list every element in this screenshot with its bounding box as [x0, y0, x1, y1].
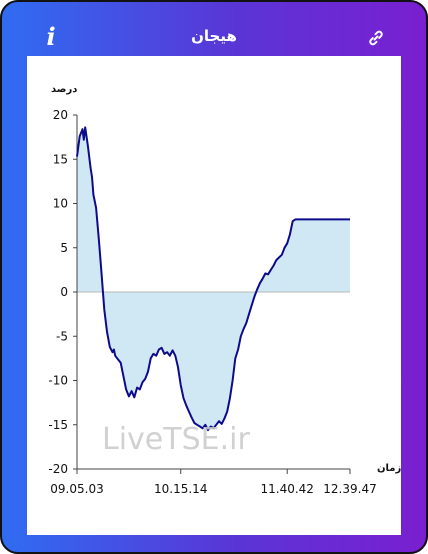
emotion-chart: 20 15 10 5 0 -5 -10 -15 -20 09.05.03 10.15.14 11.40… — [48, 84, 401, 496]
link-button[interactable] — [366, 28, 386, 48]
y-axis-title: درصد — [51, 84, 77, 95]
x-tick-label: 09.05.03 — [50, 482, 103, 496]
x-tick-label: 11.40.42 — [260, 482, 313, 496]
y-tick-label: 15 — [53, 152, 68, 166]
y-tick-label: -10 — [48, 374, 68, 388]
x-axis-title: زمان — [377, 463, 401, 474]
y-tick-label: 20 — [53, 108, 68, 122]
y-tick-label: 5 — [60, 241, 68, 255]
link-icon — [369, 30, 383, 46]
page-title: هیجان — [191, 27, 237, 45]
x-tick-label: 12.39.47 — [323, 482, 376, 496]
y-tick-label: 10 — [53, 197, 68, 211]
header-bar: i هیجان — [0, 0, 428, 56]
y-tick-label: -20 — [48, 462, 68, 476]
series-area-fill — [77, 127, 350, 431]
info-button[interactable]: i — [46, 22, 56, 51]
chart-card: 20 15 10 5 0 -5 -10 -15 -20 09.05.03 10.15.14 11.40… — [27, 56, 401, 535]
y-tick-label: -15 — [48, 418, 68, 432]
watermark: LiveTSE.ir — [102, 422, 250, 457]
series-line — [76, 126, 350, 432]
y-tick-label: 0 — [60, 285, 68, 299]
y-tick-label: -5 — [56, 329, 68, 343]
x-tick-label: 10.15.14 — [154, 482, 207, 496]
